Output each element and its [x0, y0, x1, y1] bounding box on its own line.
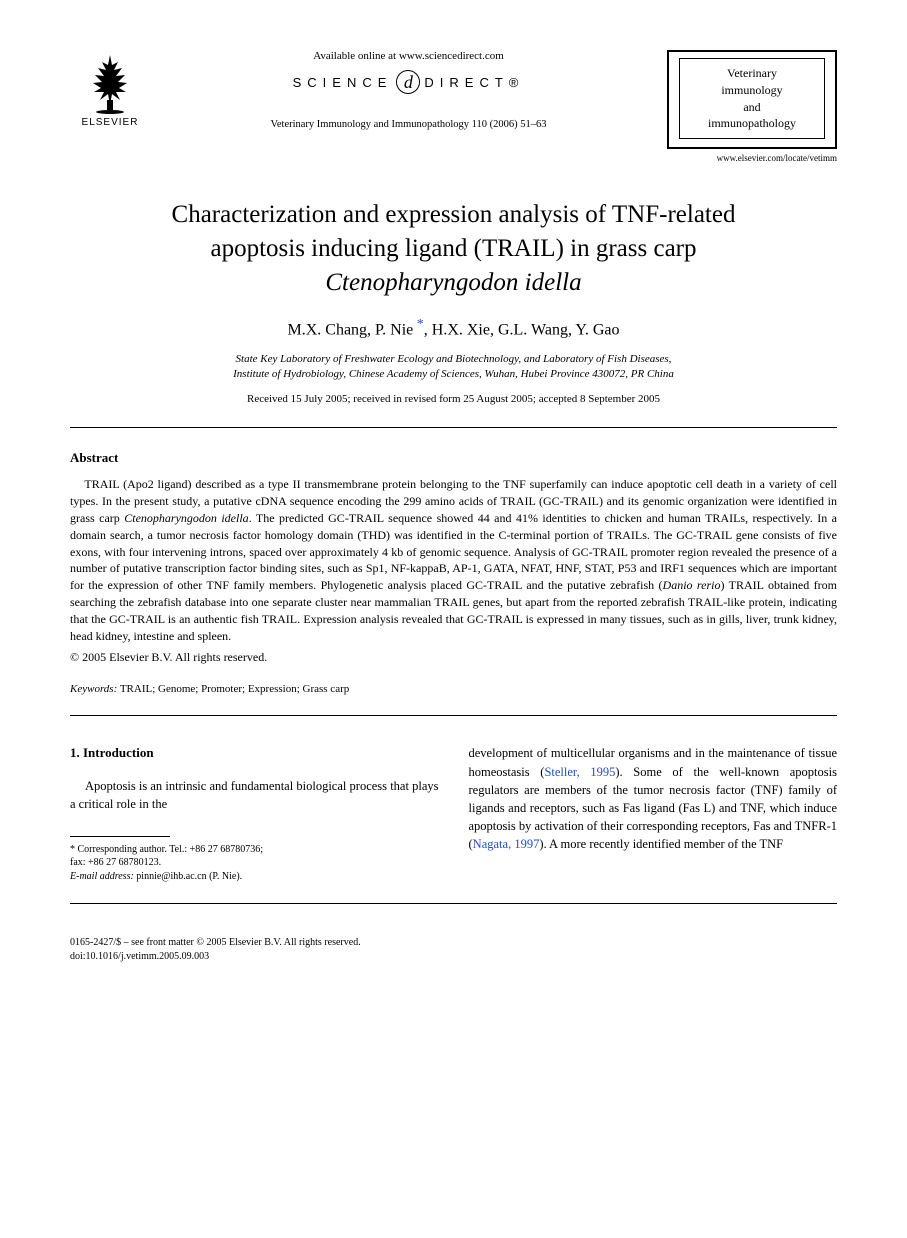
journal-box-line: immunopathology	[684, 115, 820, 132]
citation-link[interactable]: Steller, 1995	[544, 765, 615, 779]
journal-url: www.elsevier.com/locate/vetimm	[667, 153, 837, 163]
citation-link[interactable]: Nagata, 1997	[473, 837, 540, 851]
footer-line: 0165-2427/$ – see front matter © 2005 El…	[70, 936, 837, 950]
copyright-line: © 2005 Elsevier B.V. All rights reserved…	[70, 650, 837, 665]
divider	[70, 427, 837, 428]
right-column: development of multicellular organisms a…	[469, 744, 838, 883]
keywords-label: Keywords:	[70, 683, 117, 695]
journal-box-line: and	[684, 99, 820, 116]
affiliation-line: Institute of Hydrobiology, Chinese Acade…	[233, 368, 674, 380]
journal-title-box: Veterinary immunology and immunopatholog…	[667, 50, 837, 149]
footnote-line: * Corresponding author. Tel.: +86 27 687…	[70, 843, 439, 857]
elsevier-tree-icon	[80, 50, 140, 115]
footnote-email-label: E-mail address:	[70, 871, 134, 882]
body-text: ). A more recently identified member of …	[539, 837, 783, 851]
footnote-separator	[70, 836, 170, 837]
divider	[70, 715, 837, 716]
footnote-email: pinnie@ihb.ac.cn (P. Nie).	[134, 871, 242, 882]
keywords-text: TRAIL; Genome; Promoter; Expression; Gra…	[117, 683, 349, 695]
abstract-heading: Abstract	[70, 450, 837, 466]
elsevier-logo: ELSEVIER	[70, 50, 150, 128]
affiliation: State Key Laboratory of Freshwater Ecolo…	[70, 352, 837, 382]
page-header: ELSEVIER Available online at www.science…	[70, 50, 837, 163]
footnote-line: fax: +86 27 68780123.	[70, 856, 439, 870]
sd-d-icon: d	[396, 70, 420, 94]
title-line: Characterization and expression analysis…	[172, 201, 736, 228]
affiliation-line: State Key Laboratory of Freshwater Ecolo…	[236, 353, 672, 365]
corresponding-star-icon: *	[413, 317, 424, 332]
corresponding-footnote: * Corresponding author. Tel.: +86 27 687…	[70, 843, 439, 884]
sd-left: SCIENCE	[293, 75, 393, 90]
authors-pre: M.X. Chang, P. Nie	[287, 322, 413, 339]
center-header: Available online at www.sciencedirect.co…	[150, 50, 667, 130]
title-line: apoptosis inducing ligand (TRAIL) in gra…	[210, 235, 696, 262]
page-footer: 0165-2427/$ – see front matter © 2005 El…	[70, 930, 837, 963]
elsevier-label: ELSEVIER	[82, 117, 139, 128]
divider	[70, 903, 837, 904]
article-dates: Received 15 July 2005; received in revis…	[70, 393, 837, 405]
article-title: Characterization and expression analysis…	[70, 198, 837, 299]
authors: M.X. Chang, P. Nie *, H.X. Xie, G.L. Wan…	[70, 317, 837, 339]
abstract-text: TRAIL (Apo2 ligand) described as a type …	[70, 476, 837, 644]
footnote-email-line: E-mail address: pinnie@ihb.ac.cn (P. Nie…	[70, 870, 439, 884]
journal-box-container: Veterinary immunology and immunopatholog…	[667, 50, 837, 163]
sd-right: DIRECT®	[424, 75, 524, 90]
intro-paragraph-cont: development of multicellular organisms a…	[469, 744, 838, 853]
journal-reference: Veterinary Immunology and Immunopatholog…	[160, 119, 657, 130]
intro-paragraph: Apoptosis is an intrinsic and fundamenta…	[70, 777, 439, 813]
section-heading: 1. Introduction	[70, 744, 439, 763]
body-columns: 1. Introduction Apoptosis is an intrinsi…	[70, 744, 837, 883]
abstract-species: Ctenopharyngodon idella	[124, 511, 248, 525]
available-online-text: Available online at www.sciencedirect.co…	[160, 50, 657, 62]
sciencedirect-logo: SCIENCE d DIRECT®	[293, 70, 525, 94]
authors-post: , H.X. Xie, G.L. Wang, Y. Gao	[424, 322, 620, 339]
journal-box-line: immunology	[684, 82, 820, 99]
abstract-species: Danio rerio	[663, 578, 721, 592]
journal-box-line: Veterinary	[684, 65, 820, 82]
footer-line: doi:10.1016/j.vetimm.2005.09.003	[70, 950, 837, 964]
left-column: 1. Introduction Apoptosis is an intrinsi…	[70, 744, 439, 883]
keywords: Keywords: TRAIL; Genome; Promoter; Expre…	[70, 683, 837, 695]
title-species: Ctenopharyngodon idella	[325, 269, 581, 296]
